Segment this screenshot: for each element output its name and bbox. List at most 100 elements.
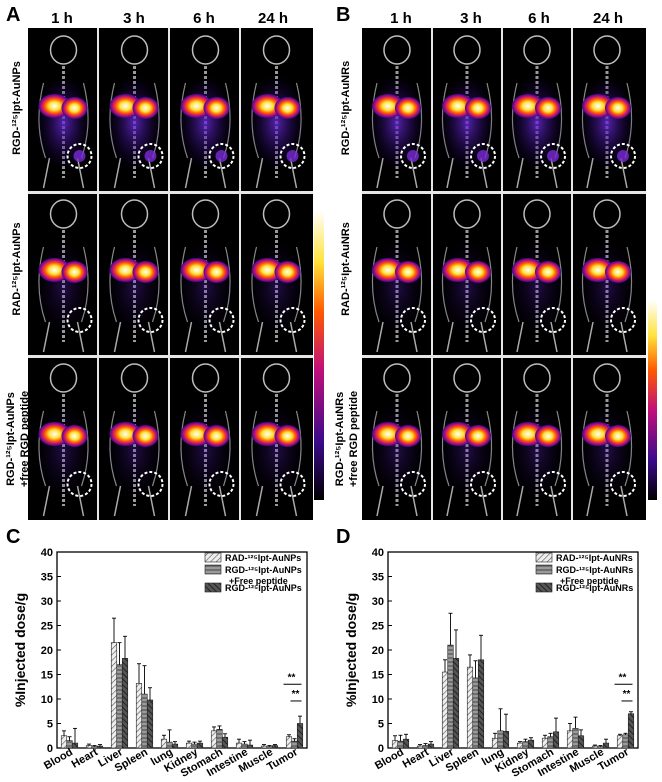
d-bar-liver-s1 (441, 671, 449, 749)
b-scan-r2-c2 (439, 199, 496, 353)
d-bar-intestine-s3 (577, 735, 585, 749)
c-bar-spleen-s3 (146, 699, 154, 749)
d-bar-muscle-s3 (602, 742, 610, 749)
b-scan-r2-c3 (509, 199, 566, 353)
d-legend-label-1: RAD-¹²⁵Ipt-AuNRs (556, 553, 633, 563)
c-bar-liver-s3 (121, 658, 129, 749)
d-bar-stomach-s3 (552, 731, 560, 749)
d-bar-kidney-s3 (527, 739, 535, 749)
d-ytick-label: 0 (378, 743, 384, 755)
d-ytick-label: 5 (378, 719, 384, 731)
d-ytick-label: 20 (372, 645, 384, 657)
b-scan-r1-c1 (369, 35, 426, 189)
d-bar-stomach-s1 (541, 737, 549, 749)
d-bar-intestine-s2 (572, 728, 579, 749)
c-bar-muscle-s3 (271, 745, 279, 749)
panel-b-time-1: 1 h (390, 10, 412, 27)
a-scan-r2-c4 (248, 199, 306, 353)
panel-b-row1-label: RGD-¹²⁵Ipt-AuNRs (340, 60, 352, 156)
a-scan-r1-c1 (35, 35, 93, 189)
d-bar-spleen-s3 (477, 659, 485, 749)
panel-a-row3-label: RGD-¹²⁵Ipt-AuNPs (5, 392, 17, 486)
c-sig-2: ** (292, 689, 300, 700)
d-sig-1: ** (619, 672, 627, 683)
b-scan-r3-c4 (579, 363, 636, 517)
d-ytick-label: 15 (372, 670, 384, 682)
b-scan-r2-c4 (579, 199, 636, 353)
c-bar-liver-s1 (110, 642, 118, 749)
d-ytick-label: 35 (372, 572, 384, 584)
a-scan-r1-c2 (106, 35, 164, 189)
a-scan-r3-c1 (35, 363, 93, 517)
b-scan-r1-c4 (579, 35, 636, 189)
d-legend-swatch-3 (535, 582, 553, 593)
c-ytick-label: 5 (47, 719, 53, 731)
c-legend-swatch-1 (204, 552, 222, 563)
c-xtick-heart: Heart (70, 746, 101, 771)
d-ytick-label: 10 (372, 694, 384, 706)
a-scan-r2-c3 (177, 199, 235, 353)
d-ylabel: %Injected dose/g (343, 593, 359, 707)
a-scan-r1-c4 (248, 35, 306, 189)
c-bar-blood-s3 (71, 742, 79, 749)
d-legend-label-3: RGD-¹²⁵Ipt-AuNRs (556, 583, 633, 593)
d-bar-liver-s2 (447, 644, 454, 749)
panel-b-colorbar (648, 300, 657, 500)
d-bar-spleen-s2 (472, 677, 479, 749)
c-legend-label-2: RGD-¹²⁵Ipt-AuNPs (225, 565, 302, 575)
c-ytick-label: 10 (41, 694, 53, 706)
c-ytick-label: 25 (41, 621, 53, 633)
panel-b-row3-label: RGD-¹²⁵Ipt-AuNRs (334, 391, 346, 487)
d-bar-heart-s3 (427, 743, 435, 749)
panel-a-time-1: 1 h (51, 10, 73, 27)
d-bar-lung-s2 (497, 730, 504, 749)
a-scan-r3-c2 (106, 363, 164, 517)
c-ytick-label: 35 (41, 572, 53, 584)
c-legend-swatch-2 (204, 564, 222, 575)
c-legend-label-3: RGD-¹²⁵Ipt-AuNPs (225, 583, 302, 593)
a-scan-r3-c3 (177, 363, 235, 517)
d-sig-2: ** (623, 689, 631, 700)
d-bar-blood-s3 (402, 738, 410, 749)
panel-a-colorbar (314, 210, 324, 500)
d-bar-liver-s3 (452, 658, 460, 749)
c-bar-tumor-s1 (285, 736, 293, 749)
c-ytick-label: 0 (47, 743, 53, 755)
panel-d-label: D (336, 526, 351, 548)
c-legend-swatch-3 (204, 582, 222, 593)
d-ytick-label: 25 (372, 621, 384, 633)
d-bar-spleen-s1 (466, 666, 474, 749)
d-legend-label-2-line2: +Free peptide (560, 576, 619, 586)
d-ytick-label: 30 (372, 596, 384, 608)
c-ytick-label: 30 (41, 596, 53, 608)
c-bar-stomach-s1 (210, 730, 218, 749)
d-xtick-heart: Heart (401, 746, 432, 771)
panel-a-label: A (6, 4, 21, 26)
c-bar-tumor-s3 (296, 723, 304, 749)
panel-a-time-2: 3 h (123, 10, 145, 27)
c-bar-spleen-s2 (141, 693, 148, 749)
d-bar-tumor-s1 (616, 735, 624, 749)
a-scan-r3-c4 (248, 363, 306, 517)
d-bar-intestine-s1 (566, 730, 574, 749)
d-legend-label-2: RGD-¹²⁵Ipt-AuNRs (556, 565, 633, 575)
d-legend-swatch-1 (535, 552, 553, 563)
panel-b-time-3: 6 h (528, 10, 550, 27)
c-bar-heart-s3 (96, 745, 104, 749)
panel-a-row2-label: RAD-¹²⁵Ipt-AuNPs (11, 222, 23, 316)
b-scan-r3-c2 (439, 363, 496, 517)
d-bar-lung-s3 (502, 731, 510, 749)
panel-a-row1-label: RGD-¹²⁵Ipt-AuNPs (11, 61, 23, 155)
c-bar-lung-s1 (160, 738, 168, 749)
b-scan-r1-c2 (439, 35, 496, 189)
panel-b-row3-label-2: +free RGD peptide (348, 390, 360, 488)
panel-a-imaging-grid (28, 28, 313, 520)
c-bar-kidney-s3 (196, 742, 204, 749)
b-scan-r3-c3 (509, 363, 566, 517)
a-scan-r2-c1 (35, 199, 93, 353)
c-bar-intestine-s3 (246, 744, 254, 749)
panel-b-row2-label: RAD-¹²⁵Ipt-AuNRs (340, 222, 352, 316)
panel-b-label: B (336, 4, 351, 26)
